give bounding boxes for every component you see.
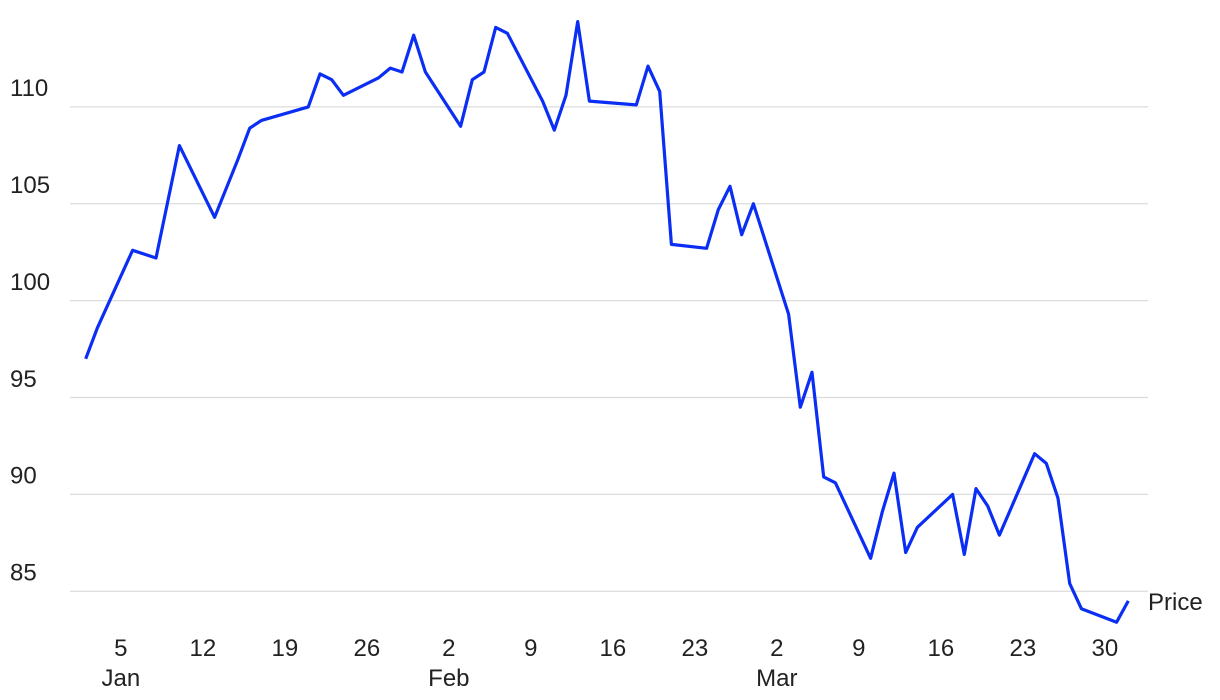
x-tick-label: 9 (524, 635, 537, 662)
x-tick-label: 19 (272, 635, 299, 662)
x-tick-label: 5 (114, 635, 127, 662)
x-tick-label: 2 (770, 635, 783, 662)
y-tick-label: 100 (10, 269, 50, 296)
y-tick-label: 105 (10, 172, 50, 199)
x-tick-label: 16 (600, 635, 627, 662)
series-label: Price (1148, 589, 1203, 616)
x-tick-label: 23 (1010, 635, 1037, 662)
y-tick-label: 95 (10, 366, 37, 393)
y-tick-label: 85 (10, 560, 37, 587)
x-tick-label: 16 (928, 635, 955, 662)
x-month-label: Feb (428, 665, 469, 692)
x-tick-label: 26 (354, 635, 381, 662)
price-line (84, 20, 1130, 624)
x-month-label: Jan (102, 665, 141, 692)
y-tick-label: 110 (10, 75, 48, 102)
x-tick-label: 12 (190, 635, 217, 662)
x-tick-label: 23 (682, 635, 709, 662)
x-month-label: Mar (756, 665, 797, 692)
y-tick-label: 90 (10, 463, 37, 490)
x-tick-label: 9 (852, 635, 865, 662)
x-tick-label: 2 (442, 635, 455, 662)
x-tick-label: 30 (1092, 635, 1119, 662)
